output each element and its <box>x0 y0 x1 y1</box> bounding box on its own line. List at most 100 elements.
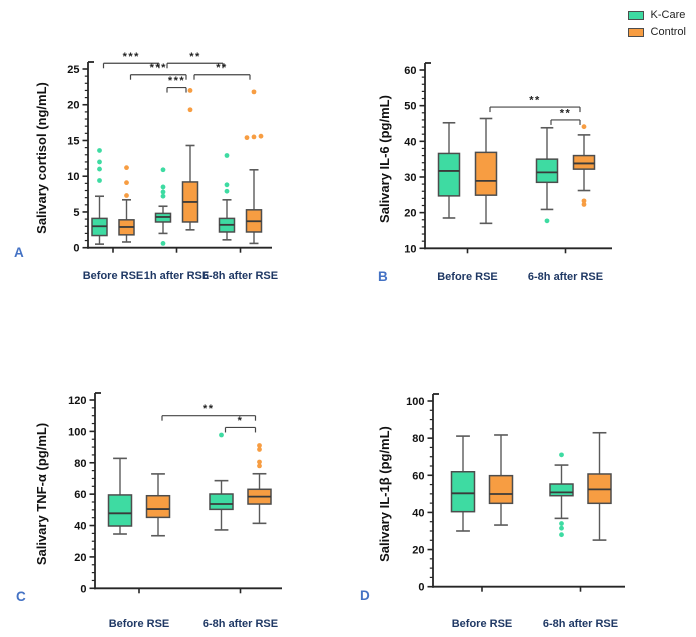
outlier-point <box>559 525 564 531</box>
significance-stars: ** <box>560 107 572 119</box>
outlier-point <box>97 178 102 183</box>
significance-stars: *** <box>150 62 167 74</box>
outlier-point <box>160 193 166 199</box>
outlier-point <box>224 188 230 194</box>
y-tick-label: 60 <box>404 65 416 77</box>
x-category-label: Before RSE <box>109 618 170 630</box>
significance-stars: *** <box>168 75 185 87</box>
outlier-point <box>124 180 129 186</box>
y-tick-label: 0 <box>73 243 79 255</box>
x-category-label: 1h after RSE <box>144 270 209 282</box>
panel-letter: C <box>16 589 26 604</box>
y-tick-label: 20 <box>67 100 79 112</box>
box-k-care <box>209 493 234 511</box>
outlier-point <box>187 107 193 113</box>
y-tick-label: 15 <box>67 135 79 147</box>
panel-letter: D <box>360 588 370 603</box>
box-control <box>145 494 171 519</box>
outlier-point <box>559 452 564 458</box>
legend-label-control: Control <box>650 26 686 38</box>
y-tick-label: 0 <box>80 583 86 595</box>
y-axis-label: Salivary TNF-α (pg/mL) <box>34 423 49 565</box>
outlier-point <box>581 124 587 130</box>
y-tick-label: 25 <box>67 64 79 76</box>
y-tick-label: 40 <box>412 507 424 519</box>
y-tick-label: 10 <box>67 171 79 183</box>
y-tick-label: 40 <box>404 136 416 148</box>
x-category-label: Before RSE <box>83 270 144 282</box>
panel-letter: B <box>378 269 388 284</box>
legend-item-kcare: K-Care <box>627 9 686 21</box>
y-tick-label: 60 <box>74 489 86 501</box>
outlier-point <box>124 193 129 198</box>
x-category-label: Before RSE <box>452 618 513 630</box>
outlier-point <box>581 202 587 207</box>
y-tick-label: 20 <box>74 552 86 564</box>
outlier-point <box>251 134 257 140</box>
y-tick-label: 80 <box>412 433 424 445</box>
outlier-point <box>258 133 264 139</box>
box-control <box>474 151 498 196</box>
outlier-point <box>97 148 102 153</box>
y-axis-label: Salivary IL-1β (pg/mL) <box>377 426 392 562</box>
box-k-care <box>549 483 574 497</box>
box-k-care <box>535 158 559 184</box>
y-tick-label: 100 <box>68 426 86 438</box>
significance-stars: ** <box>189 51 201 63</box>
y-tick-label: 30 <box>404 172 416 184</box>
box-k-care <box>437 152 461 197</box>
x-category-label: 6-8h after RSE <box>528 271 603 283</box>
y-tick-label: 60 <box>412 470 424 482</box>
y-tick-label: 20 <box>412 545 424 557</box>
kcare-swatch-icon <box>627 10 644 20</box>
outlier-point <box>97 159 102 165</box>
y-tick-label: 5 <box>73 207 79 219</box>
outlier-point <box>581 198 587 204</box>
y-axis-label: Salivary cortisol (ng/mL) <box>34 82 49 234</box>
outlier-point <box>160 241 166 246</box>
outlier-point <box>257 447 262 452</box>
significance-stars: ** <box>529 95 541 107</box>
y-tick-label: 50 <box>404 101 416 113</box>
legend-item-control: Control <box>627 26 686 38</box>
y-tick-label: 10 <box>404 243 416 255</box>
y-tick-label: 20 <box>404 208 416 220</box>
outlier-point <box>544 218 550 224</box>
y-tick-label: 40 <box>74 521 86 533</box>
outlier-point <box>559 532 564 538</box>
outlier-point <box>559 521 564 526</box>
outlier-point <box>160 189 166 195</box>
outlier-point <box>97 166 102 172</box>
outlier-point <box>124 165 129 171</box>
outlier-point <box>244 135 250 141</box>
outlier-point <box>160 167 166 173</box>
panel-letter: A <box>14 245 24 260</box>
outlier-point <box>257 463 262 469</box>
outlier-point <box>187 88 193 93</box>
control-swatch-icon <box>627 27 644 37</box>
outlier-point <box>219 432 224 438</box>
x-category-label: Before RSE <box>437 271 498 283</box>
outlier-point <box>257 443 262 448</box>
significance-stars: * <box>238 415 244 427</box>
y-tick-label: 120 <box>68 395 86 407</box>
box-k-care <box>450 471 476 513</box>
x-category-label: 6-8h after RSE <box>203 270 278 282</box>
outlier-point <box>160 184 166 190</box>
x-category-label: 6-8h after RSE <box>203 618 278 630</box>
outlier-point <box>251 89 257 95</box>
y-axis-label: Salivary IL-6 (pg/mL) <box>377 95 392 223</box>
box-control <box>572 154 596 170</box>
y-tick-label: 80 <box>74 458 86 470</box>
significance-stars: ** <box>216 62 228 74</box>
outlier-point <box>224 153 230 158</box>
x-category-label: 6-8h after RSE <box>543 618 618 630</box>
y-tick-label: 100 <box>406 396 424 408</box>
box-control <box>488 474 514 505</box>
legend-label-kcare: K-Care <box>650 9 686 21</box>
box-k-care <box>107 494 133 527</box>
significance-stars: ** <box>203 403 215 415</box>
outlier-point <box>224 182 230 188</box>
